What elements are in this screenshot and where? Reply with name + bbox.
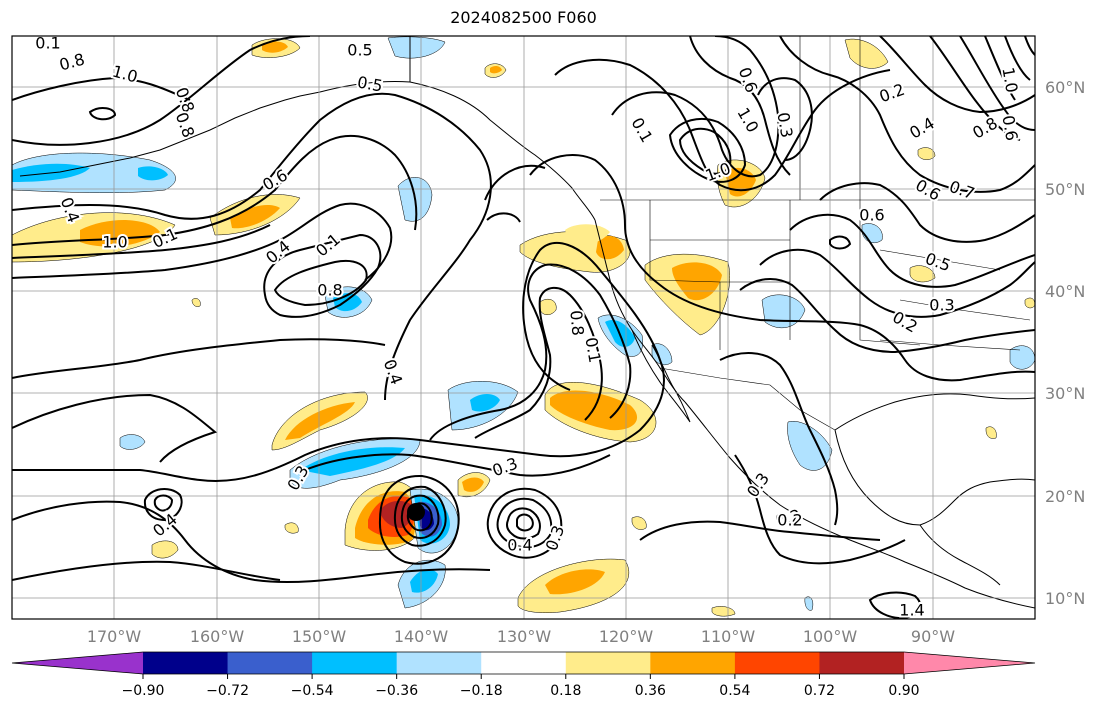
contour-label: 0.5 [356, 72, 384, 95]
contour-lines [12, 36, 1035, 619]
contour-label: 0.8 [969, 113, 1001, 142]
colorbar-bin [565, 652, 651, 674]
contour-label: 0.8 [57, 50, 87, 75]
lon-tick: 90°W [911, 627, 955, 646]
lon-tick: 110°W [701, 627, 756, 646]
contour-label: 0.6 [259, 165, 291, 194]
latitude-ticks: 60°N 50°N 40°N 30°N 20°N 10°N [1045, 78, 1085, 608]
colorbar-bin [312, 652, 398, 674]
lat-tick: 20°N [1045, 487, 1085, 506]
contour-label: 0.6 [998, 114, 1021, 142]
contour-label: 0.8 [317, 281, 342, 300]
lon-tick: 100°W [803, 627, 858, 646]
colorbar-tick-label: 0.36 [635, 683, 666, 699]
contour-label: 0.6 [735, 65, 762, 95]
contour-label: 0.2 [877, 80, 907, 107]
colorbar-bin [227, 652, 313, 674]
contour-label: 1.0 [102, 233, 127, 252]
contour-label: 0.1 [35, 34, 60, 53]
colorbar: −0.90 −0.72 −0.54 −0.36 −0.18 0.18 0.36 0.54 0.7… [11, 651, 1036, 699]
lat-tick: 10°N [1045, 589, 1085, 608]
lat-tick: 30°N [1045, 384, 1085, 403]
lon-tick: 120°W [599, 627, 654, 646]
contour-label: 0.8 [172, 110, 199, 140]
contour-label: 0.3 [773, 111, 796, 139]
lat-tick: 40°N [1045, 282, 1085, 301]
contour-label: 0.2 [777, 511, 802, 530]
colorbar-tick-label: −0.36 [375, 683, 418, 699]
colorbar-tick-label: −0.54 [291, 683, 334, 699]
contour-label: 0.6 [859, 206, 884, 225]
lon-tick: 130°W [497, 627, 552, 646]
contour-label: 0.3 [542, 523, 569, 553]
contour-label: 0.1 [627, 114, 656, 146]
contour-label: 0.4 [380, 357, 407, 387]
colorbar-tick-label: 0.18 [550, 683, 581, 699]
lon-tick: 160°W [190, 627, 245, 646]
contour-label: 0.1 [312, 230, 344, 261]
contour-label: 0.1 [581, 336, 604, 364]
contour-label: 0.8 [566, 309, 587, 336]
colorbar-extend-low [12, 652, 143, 674]
contour-label: 1.0 [733, 104, 762, 136]
lon-tick: 140°W [394, 627, 449, 646]
longitude-ticks: 170°W 160°W 150°W 140°W 130°W 120°W 110°… [87, 627, 955, 646]
contour-label: 1.4 [899, 601, 924, 620]
colorbar-tick-label: 0.72 [804, 683, 835, 699]
lat-tick: 50°N [1045, 180, 1085, 199]
shaded-fields [12, 36, 1035, 617]
contour-label: 0.3 [929, 296, 954, 315]
contour-label: 1.0 [998, 66, 1021, 94]
lon-tick: 170°W [87, 627, 142, 646]
colorbar-tick-label: 0.90 [888, 683, 919, 699]
borders [600, 36, 1035, 431]
colorbar-tick-label: −0.90 [122, 683, 165, 699]
colorbar-extend-high [904, 652, 1035, 674]
contour-labels: 0.10.8 1.00.80.50.50.60.4 0.10.81.00.40.80… [33, 32, 1023, 622]
contour-label: 1.0 [110, 62, 140, 87]
lon-tick: 150°W [292, 627, 347, 646]
contour-label: 0.7 [947, 177, 977, 204]
colorbar-bin [481, 652, 567, 674]
storm-center-marker [407, 503, 425, 521]
colorbar-tick-label: −0.72 [206, 683, 249, 699]
colorbar-tick-label: 0.54 [719, 683, 750, 699]
lat-tick: 60°N [1045, 78, 1085, 97]
map-title: 2024082500 F060 [450, 8, 597, 27]
colorbar-bin [650, 652, 736, 674]
coastlines [19, 36, 1035, 609]
colorbar-bin [396, 652, 482, 674]
colorbar-bin [143, 652, 229, 674]
contour-label: 0.5 [347, 41, 372, 60]
colorbar-bin [819, 652, 905, 674]
plot-frame [11, 35, 1036, 620]
colorbar-tick-label: −0.18 [460, 683, 503, 699]
contour-label: 0.3 [490, 454, 520, 481]
contour-label: 0.4 [262, 237, 294, 268]
contour-label: 0.4 [507, 536, 532, 555]
colorbar-bin [734, 652, 820, 674]
